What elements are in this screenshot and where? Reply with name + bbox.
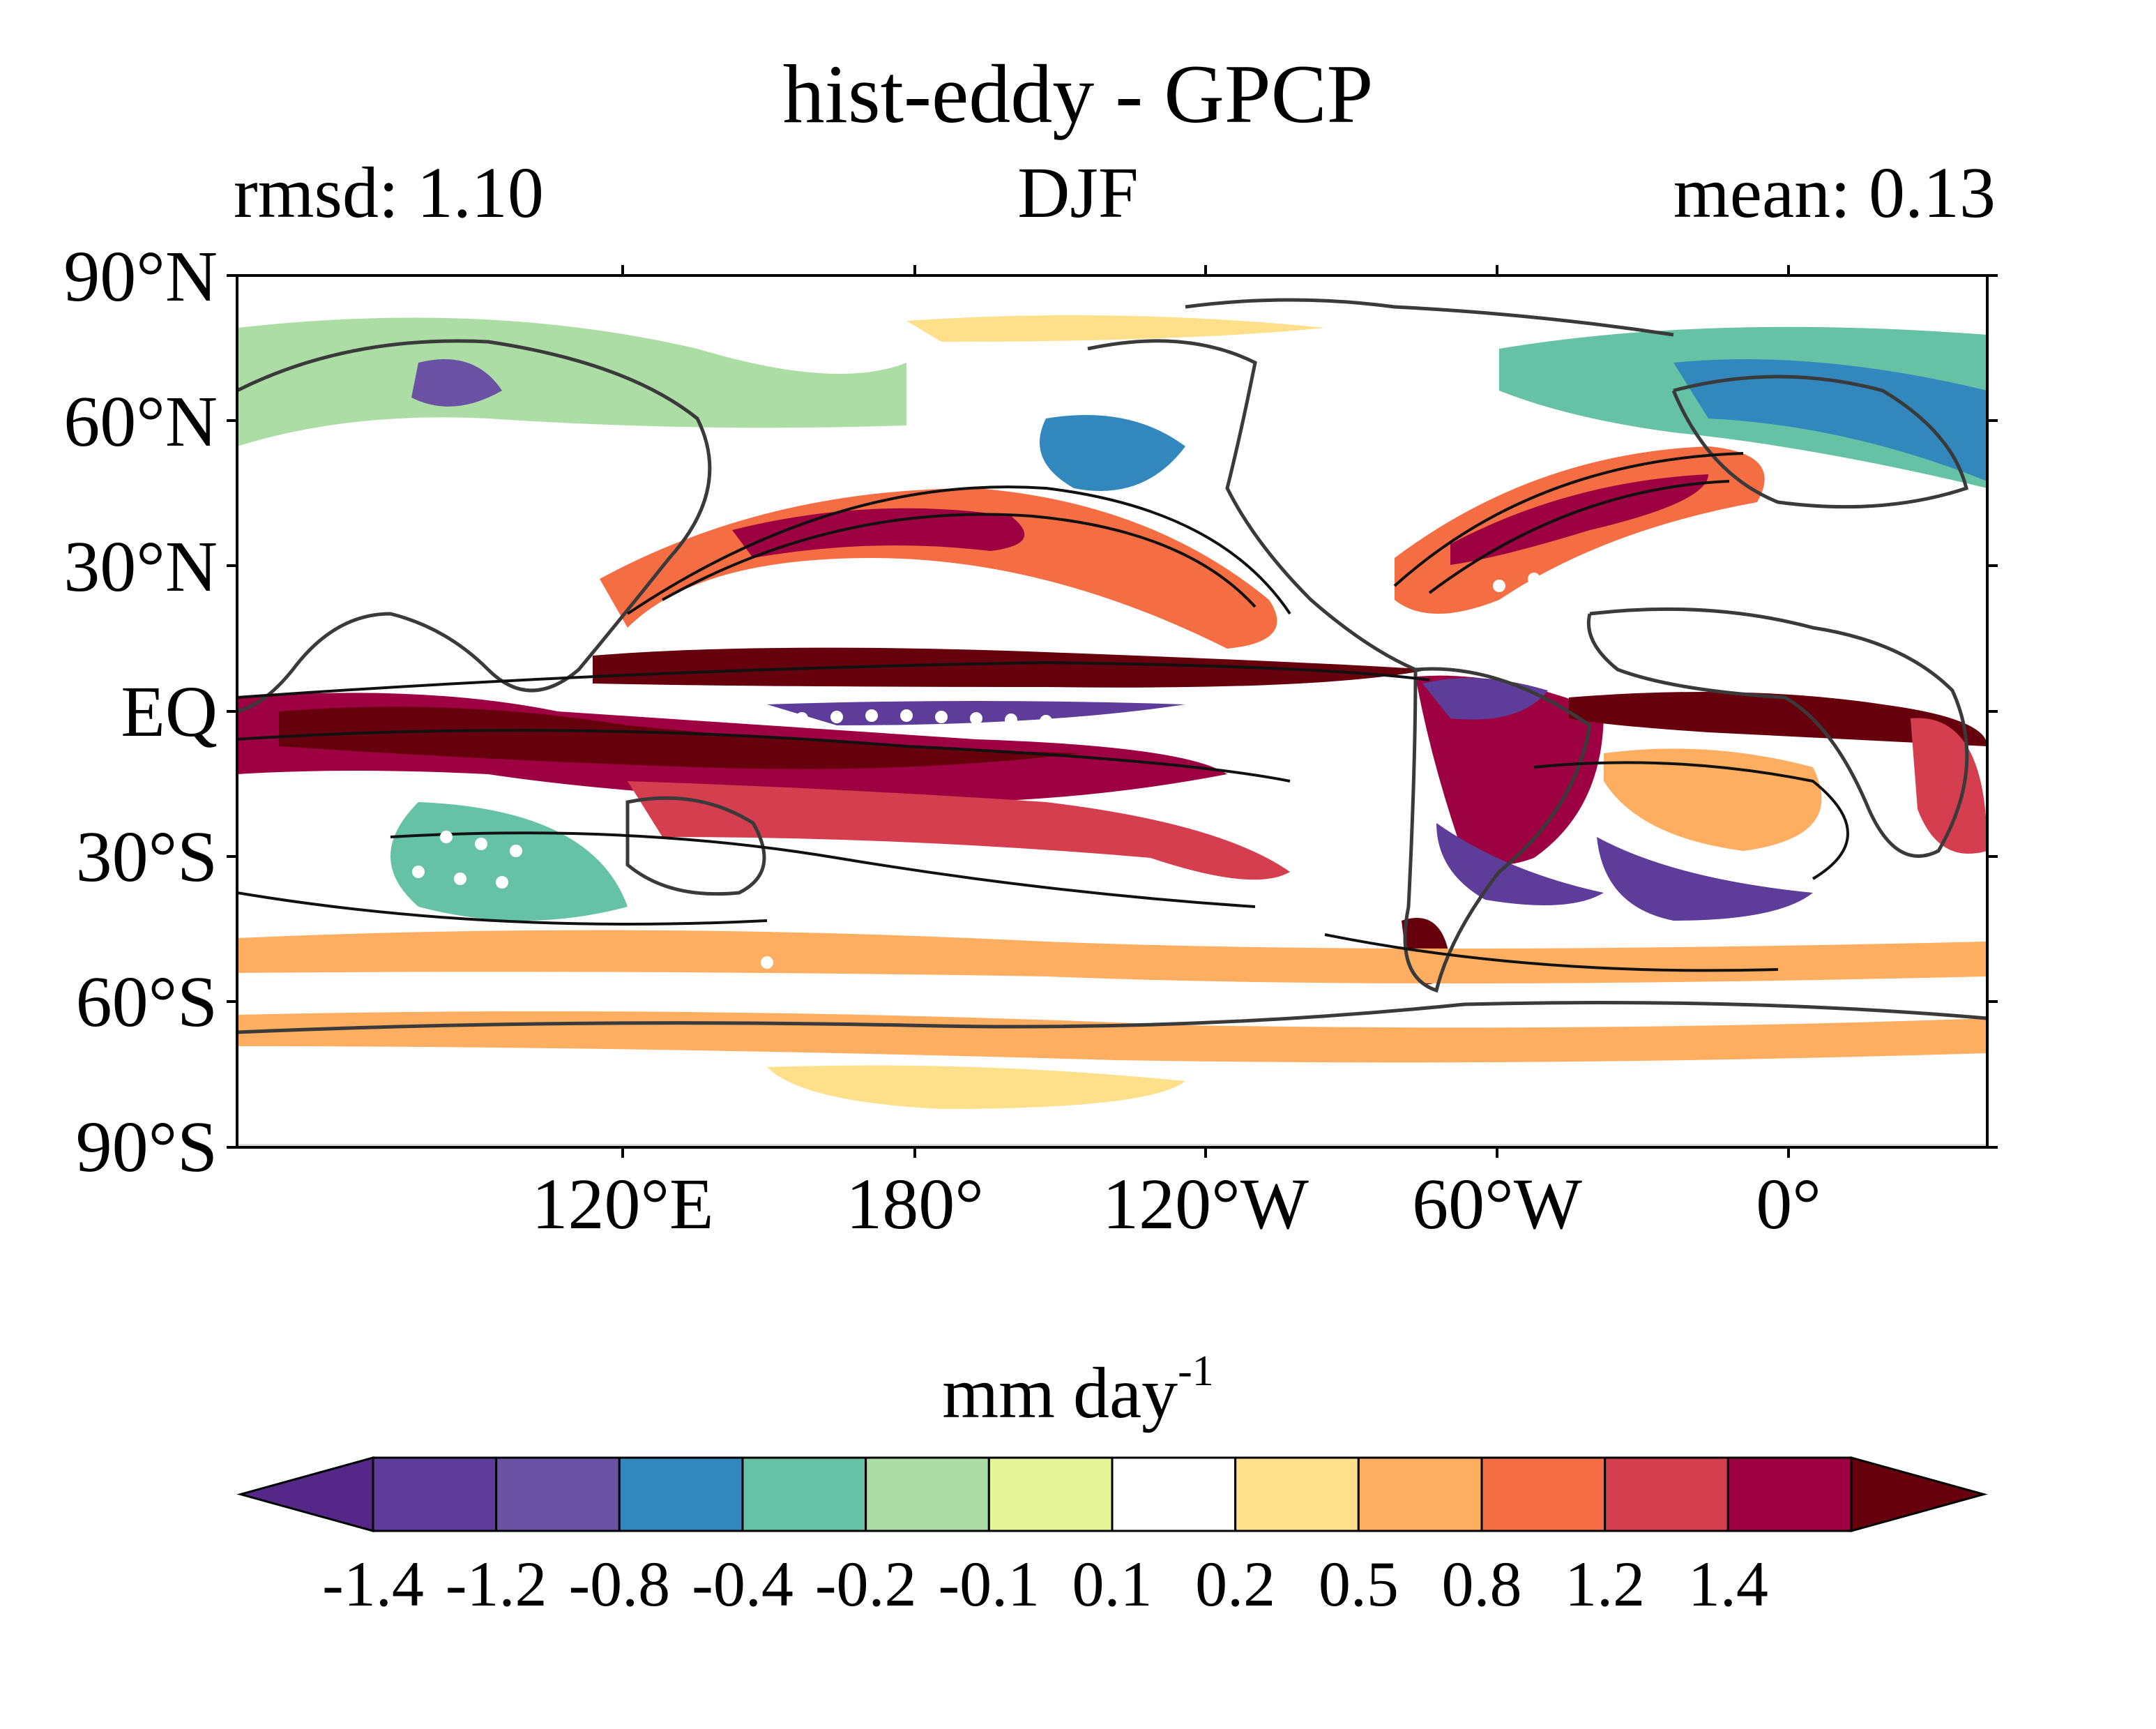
coastlines [237,298,1987,1034]
lon-label-180: 180° [846,1164,984,1244]
units-text: mm day [942,1353,1178,1433]
colorbar-swatch [865,1456,990,1532]
colorbar-tick-label: -1.2 [445,1548,547,1619]
lat-label-90s: 90°S [75,1107,218,1187]
lat-label-60s: 60°S [75,962,218,1042]
colorbar-swatch [1234,1456,1360,1532]
lon-label-120e: 120°E [531,1164,714,1244]
colorbar-tick-label: 0.8 [1441,1548,1522,1619]
lat-label-60n: 60°N [63,382,218,462]
rmsd-label: rmsd: 1.10 [234,153,544,233]
colorbar-units: mm day-1 [0,1350,2156,1430]
contour-lines [237,452,1849,972]
lon-label-120w: 120°W [1102,1164,1309,1244]
axis-ticks [227,265,1998,1158]
lat-label-30s: 30°S [75,817,218,897]
lat-label-30n: 30°N [63,527,218,607]
lon-label-60w: 60°W [1412,1164,1582,1244]
colorbar-swatch [618,1456,744,1532]
colorbar [236,1456,1988,1532]
colorbar-tick-label: 0.5 [1318,1548,1399,1619]
colorbar-tick-label: -0.8 [568,1548,671,1619]
lat-label-90n: 90°N [63,236,218,317]
colorbar-tick-label: -0.4 [692,1548,794,1619]
colorbar-swatch [1480,1456,1607,1532]
colorbar-tick-label: -0.1 [938,1548,1040,1619]
units-exponent: -1 [1178,1347,1214,1395]
season-label: DJF [1017,153,1139,233]
colorbar-swatch [372,1456,498,1532]
colorbar-tick-label: 0.2 [1195,1548,1276,1619]
colorbar-tick-label: 1.2 [1565,1548,1646,1619]
precip-bias-map [237,275,1987,1147]
colorbar-extend-high [1850,1456,1988,1532]
colorbar-swatch [495,1456,621,1532]
colorbar-extend-low [236,1456,374,1532]
chart-title: hist-eddy - GPCP [782,47,1374,140]
colorbar-swatch [741,1456,867,1532]
colorbar-tick-label: -1.4 [322,1548,424,1619]
colorbar-tick-label: 1.4 [1687,1548,1768,1619]
significance-stipple [412,573,1575,1011]
lon-label-0: 0° [1756,1164,1821,1244]
mean-label: mean: 0.13 [1673,153,1996,233]
colorbar-swatch [1604,1456,1729,1532]
colorbar-swatch [1726,1456,1853,1532]
colorbar-swatch [987,1456,1114,1532]
colorbar-tick-label: -0.2 [814,1548,917,1619]
colorbar-tick-label: 0.1 [1072,1548,1153,1619]
colorbar-swatch [1111,1456,1237,1532]
colorbar-swatch [1357,1456,1483,1532]
lat-label-eq: EQ [121,672,218,752]
